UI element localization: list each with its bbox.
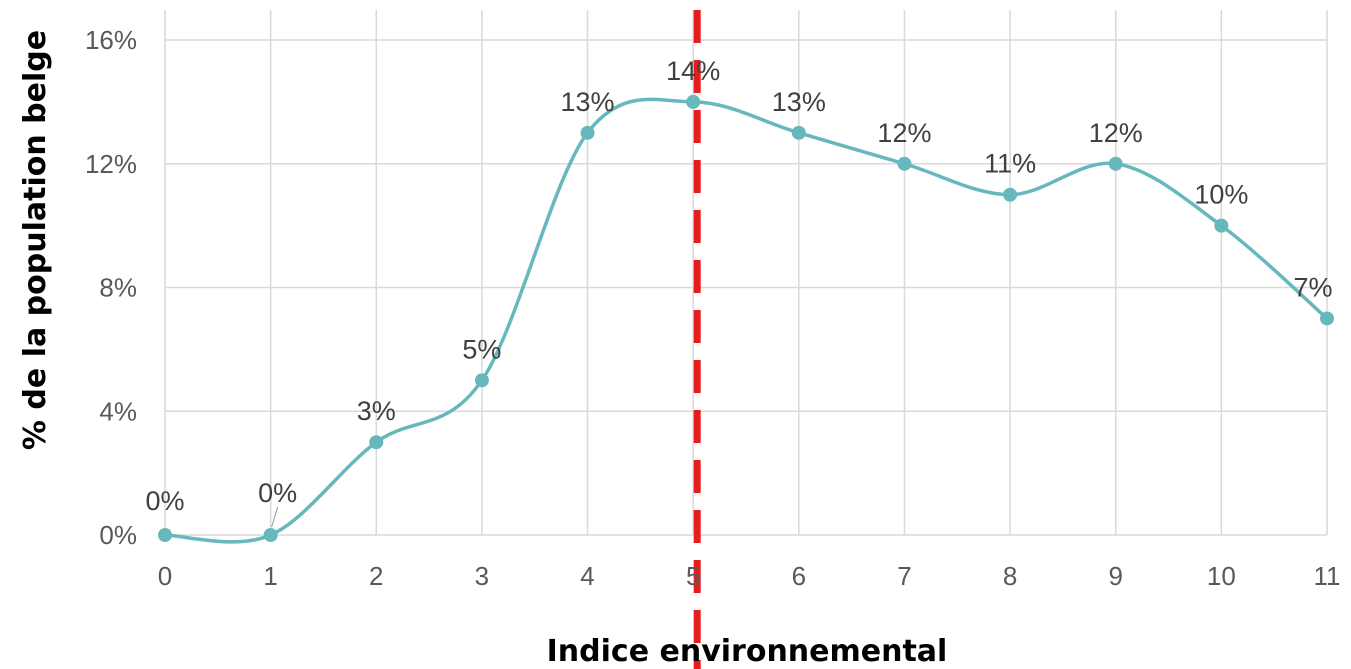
data-label: 7%: [1293, 272, 1332, 302]
data-point: [686, 94, 701, 109]
data-label: 12%: [877, 118, 931, 148]
y-tick-label: 0%: [99, 520, 137, 550]
x-tick-label: 0: [158, 561, 172, 591]
data-point: [1214, 218, 1229, 233]
y-tick-label: 4%: [99, 396, 137, 426]
y-axis-ticks: 0% 4% 8% 12% 16%: [85, 25, 137, 550]
data-label: 5%: [462, 334, 501, 364]
x-tick-label: 6: [792, 561, 806, 591]
grid-lines: [164, 10, 1328, 536]
series-line-group: [164, 97, 1329, 544]
data-label: 13%: [561, 87, 615, 117]
data-label-leader: [271, 506, 279, 528]
data-points: [158, 94, 1334, 542]
x-tick-label: 10: [1207, 561, 1236, 591]
data-point: [369, 435, 384, 450]
y-tick-label: 16%: [85, 25, 137, 55]
data-point: [158, 528, 172, 542]
data-label: 3%: [357, 396, 396, 426]
x-tick-label: 11: [1314, 561, 1341, 591]
data-point: [1003, 187, 1018, 202]
y-axis-title: % de la population belge: [18, 30, 53, 450]
data-point: [1320, 311, 1334, 326]
data-label: 14%: [666, 56, 720, 86]
x-axis-title: Indice environnemental: [547, 634, 948, 669]
y-tick-label: 8%: [99, 273, 137, 303]
x-tick-label: 1: [263, 561, 277, 591]
data-point: [1108, 156, 1123, 171]
data-point: [263, 528, 278, 542]
x-tick-label: 7: [897, 561, 911, 591]
x-tick-label: 5: [686, 561, 700, 591]
data-point: [580, 125, 595, 140]
data-label: 10%: [1194, 180, 1248, 210]
data-point: [897, 156, 912, 171]
data-point: [791, 125, 806, 140]
x-tick-label: 8: [1003, 561, 1017, 591]
y-tick-label: 12%: [85, 149, 137, 179]
data-label: 13%: [772, 87, 826, 117]
data-label: 12%: [1089, 118, 1143, 148]
data-label: 0%: [258, 478, 297, 508]
x-tick-label: 2: [369, 561, 383, 591]
x-tick-label: 3: [475, 561, 489, 591]
data-label: 0%: [145, 486, 184, 516]
x-axis-ticks: 0 1 2 3 4 5 6 7 8 9 10 11: [158, 561, 1341, 591]
data-labels: 0% 0% 3% 5% 13% 14% 13% 12% 11% 12% 10% 7%: [145, 56, 1333, 528]
data-point: [474, 373, 489, 388]
series-line: [164, 97, 1329, 544]
x-tick-label: 9: [1108, 561, 1122, 591]
x-tick-label: 4: [580, 561, 594, 591]
data-label: 11%: [984, 149, 1036, 179]
